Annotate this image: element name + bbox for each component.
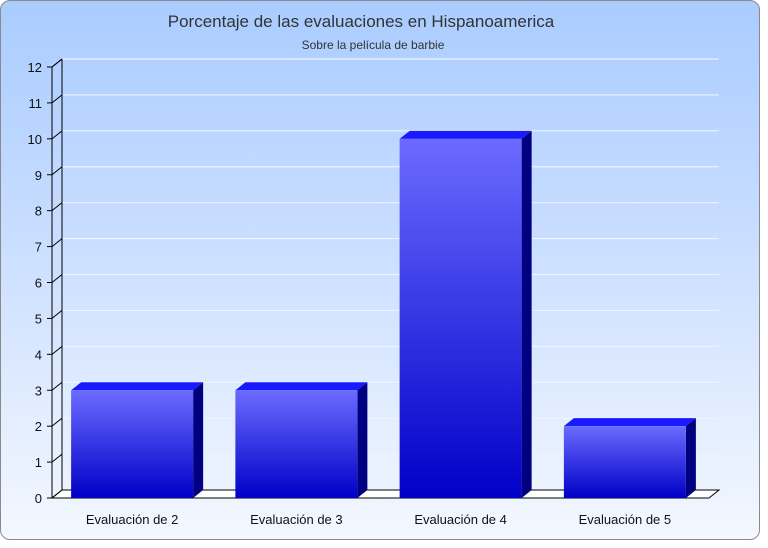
y-tick-diagonal: [51, 417, 63, 427]
y-tick-label: 11: [29, 96, 43, 111]
y-tick-label: 7: [35, 240, 42, 255]
y-tick-label: 6: [35, 276, 42, 291]
y-tick-label: 9: [35, 168, 42, 183]
y-tick-label: 12: [28, 60, 42, 75]
y-tick-label: 5: [35, 311, 42, 326]
y-tick-diagonal: [51, 130, 63, 140]
bar: [235, 390, 358, 498]
bar-chart: Porcentaje de las evaluaciones en Hispan…: [28, 12, 721, 527]
y-tick-label: 3: [35, 383, 42, 398]
axis-layer: [47, 58, 721, 499]
y-tick-diagonal: [51, 166, 63, 176]
y-tick-diagonal: [51, 310, 63, 319]
x-category-label: Evaluación de 2: [86, 512, 179, 527]
y-tick-diagonal: [51, 453, 63, 463]
x-category-label: Evaluación de 5: [579, 512, 672, 527]
x-category-label: Evaluación de 3: [250, 512, 343, 527]
bar: [71, 390, 194, 498]
bar-side: [521, 130, 532, 499]
y-tick-diagonal: [51, 94, 63, 104]
bar-top: [563, 418, 696, 427]
y-tick-label: 2: [35, 419, 42, 434]
bar: [399, 138, 522, 499]
bars-layer: [71, 130, 696, 499]
y-tick-diagonal: [51, 58, 63, 68]
bar-side: [193, 382, 204, 498]
y-tick-label: 4: [35, 347, 42, 362]
y-tick-diagonal: [51, 489, 63, 499]
bar-top: [235, 382, 368, 391]
bar-top: [399, 130, 532, 139]
y-tick-diagonal: [51, 238, 63, 247]
x-category-label: Evaluación de 4: [414, 512, 507, 527]
y-tick-diagonal: [51, 202, 63, 212]
y-tick-diagonal: [51, 345, 63, 355]
chart-subtitle: Sobre la película de barbie: [302, 38, 445, 52]
y-tick-label: 8: [35, 204, 42, 219]
y-tick-label: 0: [35, 491, 42, 506]
y-tick-diagonal: [51, 274, 63, 283]
bar: [563, 426, 686, 498]
y-tick-label: 10: [28, 132, 42, 147]
chart-title: Porcentaje de las evaluaciones en Hispan…: [168, 12, 555, 31]
y-tick-diagonal: [51, 381, 63, 391]
x-axis-category-labels: Evaluación de 2 Evaluación de 3 Evaluación…: [86, 512, 671, 527]
bar-top: [71, 382, 204, 391]
bar-side: [357, 382, 368, 498]
y-tick-label: 1: [35, 455, 42, 470]
chart-frame: Porcentaje de las evaluaciones en Hispan…: [0, 0, 760, 540]
bar-side: [685, 418, 696, 498]
